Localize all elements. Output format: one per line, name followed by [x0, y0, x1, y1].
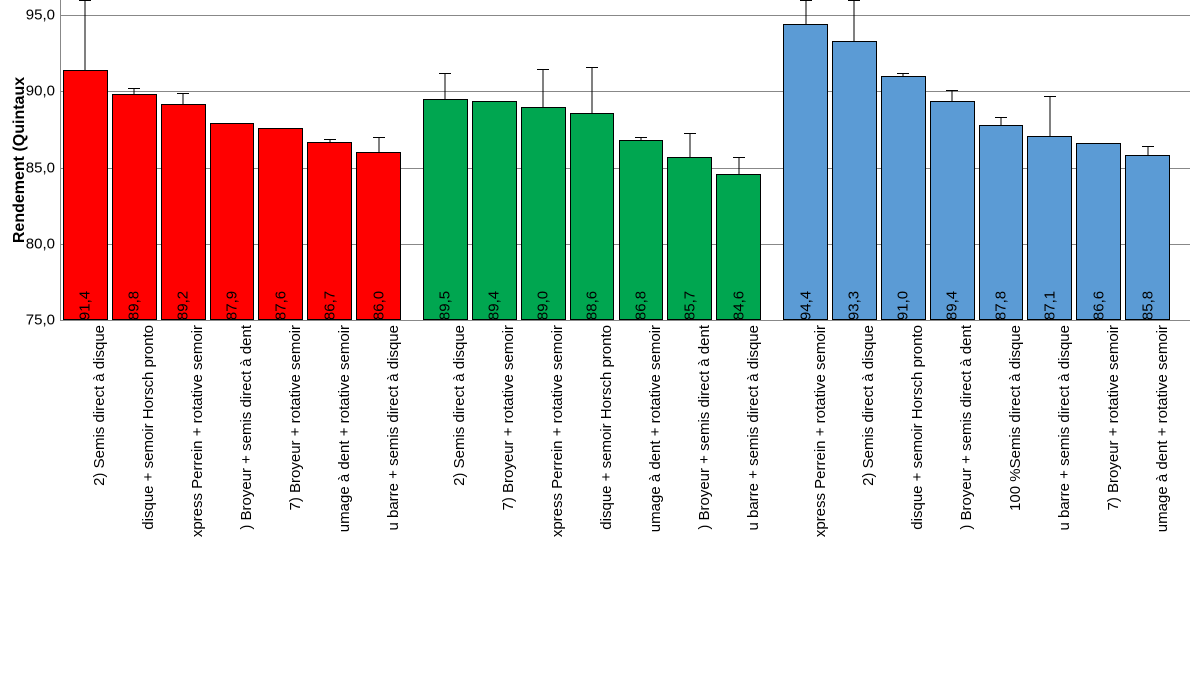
- error-cap: [373, 137, 385, 138]
- bar-value-label: 86,7: [321, 291, 338, 320]
- error-cap: [128, 88, 140, 89]
- x-tick-label: 7) Broyeur + rotative semoir: [1105, 325, 1122, 511]
- x-tick-label: ) Broyeur + semis direct à dent: [958, 325, 975, 530]
- bar-value-label: 85,8: [1139, 291, 1156, 320]
- bar-value-label: 87,9: [224, 291, 241, 320]
- plot-area: 91,4 89,8 89,2 87,9 87,6 86,7 86,0 89,5 89,4 89,0…: [60, 0, 1190, 321]
- bar-value-label: 86,6: [1090, 291, 1107, 320]
- y-tick-label: 80,0: [26, 235, 61, 252]
- bar-value-label: 89,5: [437, 291, 454, 320]
- error-cap: [800, 0, 812, 1]
- x-tick-label: 2) Semis direct à disque: [860, 325, 877, 486]
- x-tick-label: ) Broyeur + semis direct à dent: [696, 325, 713, 530]
- y-tick-label: 95,0: [26, 7, 61, 24]
- error-cap: [537, 69, 549, 70]
- bar-value-label: 85,7: [681, 291, 698, 320]
- error-cap: [733, 157, 745, 158]
- x-tick-label: 2) Semis direct à disque: [451, 325, 468, 486]
- bar-value-label: 86,8: [632, 291, 649, 320]
- bar-value-label: 91,0: [895, 291, 912, 320]
- error-cap: [79, 0, 91, 1]
- y-tick-label: 85,0: [26, 159, 61, 176]
- x-axis-labels: 2) Semis direct à disque disque + semoir …: [60, 325, 1190, 675]
- bar-value-label: 89,4: [486, 291, 503, 320]
- x-tick-label: 2) Semis direct à disque: [91, 325, 108, 486]
- bar-value-label: 86,0: [370, 291, 387, 320]
- bar-value-label: 89,2: [175, 291, 192, 320]
- x-tick-label: umage à dent + rotative semoir: [647, 325, 664, 532]
- error-cap: [684, 133, 696, 134]
- x-tick-label: xpress Perrein + rotative semoir: [549, 325, 566, 537]
- bar-value-label: 91,4: [77, 291, 94, 320]
- x-tick-label: xpress Perrein + rotative semoir: [189, 325, 206, 537]
- x-tick-label: 7) Broyeur + rotative semoir: [500, 325, 517, 511]
- bar-value-label: 87,8: [992, 291, 1009, 320]
- error-cap: [848, 0, 860, 1]
- error-cap: [1044, 96, 1056, 97]
- bar-value-label: 87,6: [272, 291, 289, 320]
- bar-value-label: 84,6: [730, 291, 747, 320]
- x-tick-label: 7) Broyeur + rotative semoir: [287, 325, 304, 511]
- error-cap: [946, 90, 958, 91]
- bar-value-label: 93,3: [846, 291, 863, 320]
- bar-value-label: 89,4: [944, 291, 961, 320]
- x-tick-label: u barre + semis direct à disque: [1056, 325, 1073, 531]
- bar-value-label: 89,0: [535, 291, 552, 320]
- error-cap: [586, 67, 598, 68]
- error-cap: [1142, 146, 1154, 147]
- y-tick-label: 90,0: [26, 83, 61, 100]
- x-tick-label: umage à dent + rotative semoir: [1154, 325, 1171, 532]
- x-tick-label: xpress Perrein + rotative semoir: [812, 325, 829, 537]
- error-cap: [995, 117, 1007, 118]
- error-cap: [439, 73, 451, 74]
- x-tick-label: disque + semoir Horsch pronto: [598, 325, 615, 530]
- x-tick-label: 100 %Semis direct à disque: [1007, 325, 1024, 511]
- bars-layer: 91,4 89,8 89,2 87,9 87,6 86,7 86,0 89,5 89,4 89,0…: [61, 0, 1190, 320]
- error-cap: [177, 93, 189, 94]
- bar-value-label: 88,6: [584, 291, 601, 320]
- x-tick-label: u barre + semis direct à disque: [385, 325, 402, 531]
- x-tick-label: ) Broyeur + semis direct à dent: [238, 325, 255, 530]
- error-cap: [897, 73, 909, 74]
- x-tick-label: umage à dent + rotative semoir: [336, 325, 353, 532]
- bar-value-label: 89,8: [126, 291, 143, 320]
- error-cap: [324, 139, 336, 140]
- x-tick-label: disque + semoir Horsch pronto: [140, 325, 157, 530]
- x-tick-label: disque + semoir Horsch pronto: [909, 325, 926, 530]
- bar-value-label: 87,1: [1041, 291, 1058, 320]
- bar-value-label: 94,4: [797, 291, 814, 320]
- x-tick-label: u barre + semis direct à disque: [745, 325, 762, 531]
- chart-container: Rendement (Quintaux 91,489,889,287,987,6…: [0, 0, 1200, 675]
- y-tick-label: 75,0: [26, 312, 61, 329]
- error-cap: [635, 137, 647, 138]
